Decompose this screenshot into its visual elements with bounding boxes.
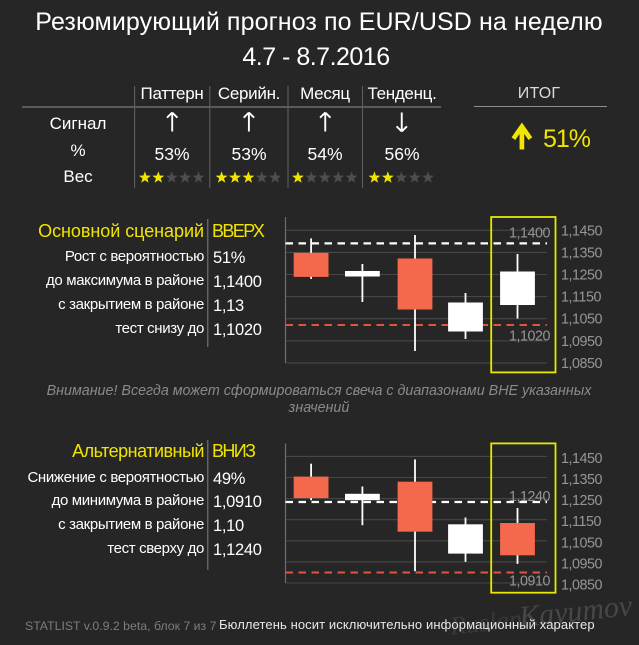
svg-text:1,1400: 1,1400: [509, 225, 551, 241]
svg-text:1,1350: 1,1350: [561, 245, 603, 261]
svg-text:1,0950: 1,0950: [561, 556, 603, 572]
svg-text:1,1150: 1,1150: [561, 290, 601, 306]
svg-text:1,1050: 1,1050: [561, 535, 603, 551]
svg-text:1,1050: 1,1050: [561, 312, 603, 328]
svg-text:1,1350: 1,1350: [561, 472, 603, 488]
svg-text:1,1240: 1,1240: [509, 489, 551, 505]
svg-text:1,1250: 1,1250: [561, 268, 603, 284]
svg-text:1,0850: 1,0850: [561, 356, 603, 372]
svg-text:1,1150: 1,1150: [561, 514, 601, 530]
svg-text:1,1450: 1,1450: [561, 451, 603, 467]
svg-text:1,0850: 1,0850: [561, 578, 603, 594]
svg-text:1,1020: 1,1020: [509, 328, 551, 344]
svg-text:1,1250: 1,1250: [561, 493, 603, 509]
svg-text:1,1450: 1,1450: [561, 223, 603, 239]
svg-text:1,0950: 1,0950: [561, 334, 603, 350]
svg-text:1,0910: 1,0910: [509, 574, 551, 590]
